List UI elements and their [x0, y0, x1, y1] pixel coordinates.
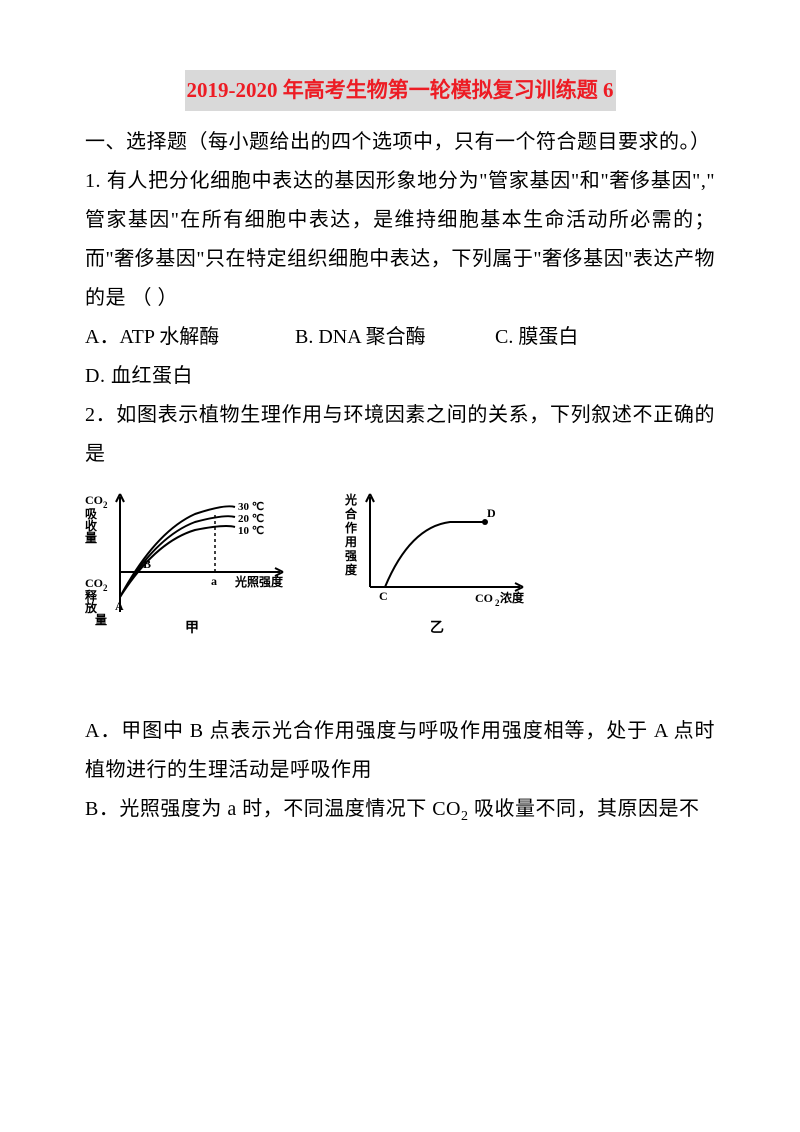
svg-text:20 ℃: 20 ℃	[238, 513, 264, 525]
q2-option-b: B．光照强度为 a 时，不同温度情况下 CO2 吸收量不同，其原因是不	[85, 790, 715, 830]
svg-text:B: B	[143, 557, 151, 571]
document-title: 2019-2020 年高考生物第一轮模拟复习训练题 6	[185, 70, 616, 111]
section-header: 一、选择题（每小题给出的四个选项中，只有一个符合题目要求的。）	[85, 123, 715, 162]
svg-text:10 ℃: 10 ℃	[238, 525, 264, 537]
svg-text:度: 度	[345, 562, 358, 577]
q1-options-row1: A．ATP 水解酶 B. DNA 聚合酶 C. 膜蛋白	[85, 318, 715, 357]
svg-text:乙: 乙	[430, 620, 444, 636]
svg-text:强: 强	[345, 549, 357, 563]
svg-text:用: 用	[344, 535, 357, 549]
svg-text:甲: 甲	[185, 620, 199, 636]
chart-1: CO 2 吸 收 量 CO 2 释 放 量 30 ℃ 20 ℃ 10 ℃ 光照强…	[85, 482, 305, 642]
svg-text:2: 2	[103, 583, 108, 593]
svg-text:D: D	[487, 506, 496, 520]
svg-text:合: 合	[345, 506, 358, 521]
svg-text:光: 光	[344, 492, 357, 507]
svg-text:30 ℃: 30 ℃	[238, 501, 264, 513]
svg-text:光照强度: 光照强度	[234, 574, 284, 589]
svg-text:CO: CO	[475, 591, 493, 605]
q1-option-d: D. 血红蛋白	[85, 357, 715, 396]
svg-text:2: 2	[103, 500, 108, 510]
q2-optb-post: 吸收量不同，其原因是不	[469, 798, 700, 820]
svg-text:量: 量	[85, 531, 97, 545]
svg-text:浓度: 浓度	[500, 590, 525, 605]
charts-container: CO 2 吸 收 量 CO 2 释 放 量 30 ℃ 20 ℃ 10 ℃ 光照强…	[85, 482, 715, 642]
svg-text:A: A	[115, 599, 124, 613]
svg-text:CO: CO	[85, 493, 103, 507]
q1-option-b: B. DNA 聚合酶	[295, 318, 495, 357]
svg-text:C: C	[379, 589, 388, 603]
title-wrap: 2019-2020 年高考生物第一轮模拟复习训练题 6	[85, 70, 715, 119]
svg-text:a: a	[211, 574, 217, 588]
svg-text:量: 量	[95, 613, 107, 627]
svg-text:作: 作	[345, 520, 357, 535]
q2-optb-sub: 2	[461, 809, 469, 824]
q2-option-a: A．甲图中 B 点表示光合作用强度与呼吸作用强度相等，处于 A 点时植物进行的生…	[85, 712, 715, 790]
q1-option-c: C. 膜蛋白	[495, 318, 715, 357]
q1-stem: 1. 有人把分化细胞中表达的基因形象地分为"管家基因"和"奢侈基因"," 管家基…	[85, 162, 715, 318]
q1-option-a: A．ATP 水解酶	[85, 318, 295, 357]
svg-text:CO: CO	[85, 576, 103, 590]
q2-optb-pre: B．光照强度为 a 时，不同温度情况下 CO	[85, 798, 461, 820]
chart-2: 光 合 作 用 强 度 C D CO 2 浓度 乙	[335, 482, 530, 642]
q2-stem: 2．如图表示植物生理作用与环境因素之间的关系，下列叙述不正确的是	[85, 396, 715, 474]
